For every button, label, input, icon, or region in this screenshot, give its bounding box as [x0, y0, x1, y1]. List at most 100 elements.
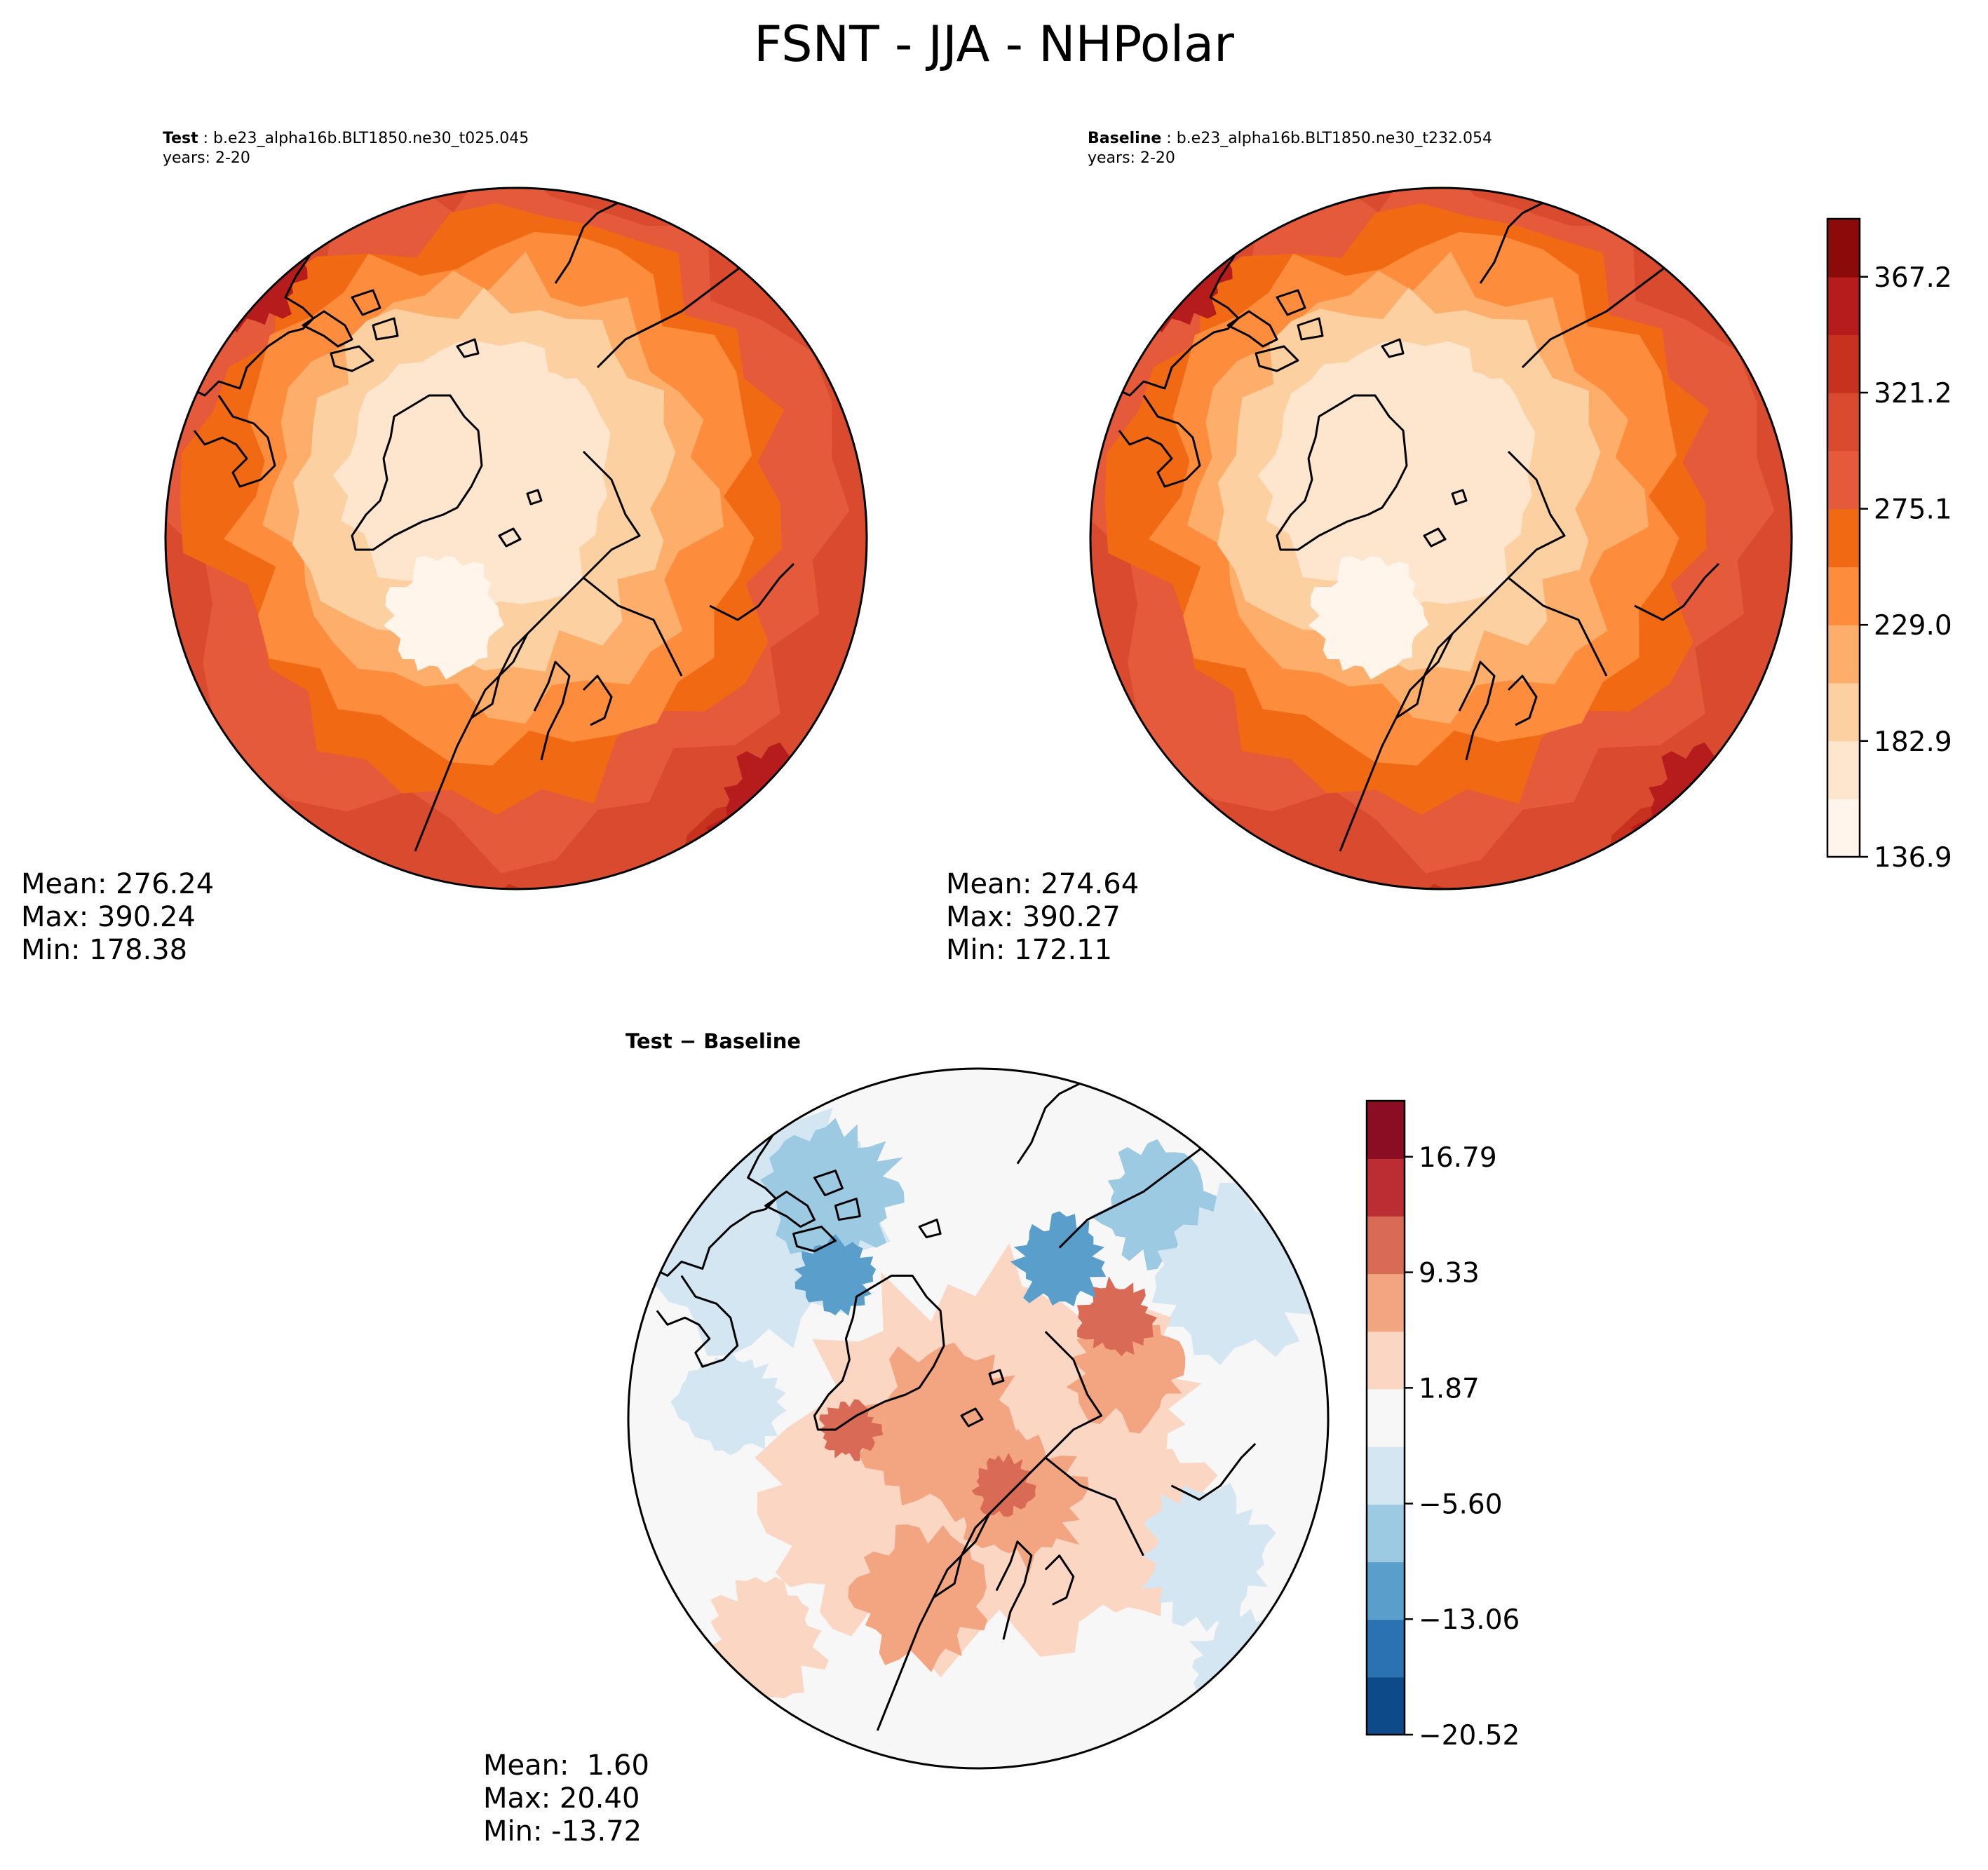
- main-colorbar-segment: [1827, 276, 1860, 336]
- coastline: [1395, 632, 1454, 719]
- coastline: [583, 576, 683, 677]
- diff-max: Max: 20.40: [483, 1782, 640, 1815]
- coastline: [813, 1274, 945, 1431]
- diff-colorbar-frame: [1365, 1099, 1406, 1736]
- map-boundary: [1089, 187, 1793, 890]
- contour-band: [848, 1524, 988, 1672]
- baseline-run: b.e23_alpha16b.BLT1850.ne30_t232.054: [1176, 130, 1492, 147]
- contour-band: [1076, 1276, 1158, 1357]
- main-colorbar: 136.9 182.9 229.0 275.1 321.2 367.2: [1826, 217, 1952, 874]
- diff-colorbar-segment: [1367, 1273, 1405, 1332]
- baseline-stats: Mean: 274.64 Max: 390.27 Min: 172.11: [946, 868, 1139, 967]
- coastline: [302, 289, 399, 372]
- main-colorbar-segment: [1827, 740, 1860, 799]
- diff-stats: Mean: 1.60 Max: 20.40 Min: -13.72: [483, 1749, 649, 1848]
- main-colorbar-segment: [1827, 567, 1860, 625]
- diff-colorbar-segment: [1367, 1676, 1405, 1735]
- coastline: [1634, 562, 1720, 621]
- diff-colorbar-segment: [1367, 1216, 1405, 1275]
- diff-colorbar-segment: [1367, 1446, 1405, 1505]
- main-colorbar-segment: [1827, 799, 1860, 858]
- coastline: [1479, 198, 1551, 284]
- contour-band: [706, 1576, 829, 1699]
- contour-band: [670, 1350, 787, 1456]
- diff-colorbar-tick-label: −13.06: [1419, 1604, 1520, 1636]
- coastline: [582, 675, 613, 726]
- coastline: [533, 660, 571, 761]
- test-max: Max: 390.24: [21, 901, 196, 933]
- coastline: [933, 1512, 991, 1599]
- baseline-label: Baseline: [1088, 130, 1162, 147]
- contour-band: [1010, 1211, 1107, 1307]
- coastline: [1016, 1078, 1088, 1165]
- diff-colorbar: −20.52 −13.06 −5.60 1.87 9.33 16.79: [1365, 1099, 1520, 1752]
- contour-band: [794, 1234, 877, 1316]
- diff-colorbar-segment: [1367, 1331, 1405, 1390]
- coastline: [1170, 1442, 1257, 1501]
- baseline-polar-map: [1089, 187, 1793, 890]
- contour-band: [181, 204, 308, 333]
- coastline: [1118, 395, 1201, 488]
- test-run: b.e23_alpha16b.BLT1850.ne30_t025.045: [213, 130, 529, 147]
- diff-polar-map: [627, 1067, 1330, 1770]
- coastline: [1381, 338, 1468, 548]
- main-colorbar-tick-label: 321.2: [1874, 378, 1952, 409]
- contour-band: [1141, 1482, 1276, 1632]
- coastline: [656, 1275, 739, 1368]
- coastline: [193, 395, 276, 488]
- contour-band: [1106, 204, 1233, 333]
- baseline-min: Min: 172.11: [946, 934, 1113, 966]
- baseline-years: years: 2-20: [1088, 149, 1175, 167]
- diff-colorbar-segment: [1367, 1388, 1405, 1447]
- diff-colorbar-segment: [1367, 1619, 1405, 1678]
- coastline: [995, 1540, 1033, 1640]
- test-label: Test: [163, 130, 198, 147]
- main-colorbar-segment: [1827, 682, 1860, 742]
- contour-band: [383, 555, 504, 679]
- test-polar-map: [164, 187, 868, 890]
- contour-band: [1339, 351, 1529, 535]
- contour-band: [760, 1118, 905, 1264]
- main-colorbar-tick-label: 367.2: [1874, 262, 1952, 294]
- coastline: [1044, 1456, 1144, 1557]
- map-boundary: [627, 1067, 1330, 1770]
- main-colorbar-frame: [1826, 217, 1861, 858]
- test-mean: Mean: 276.24: [21, 868, 215, 900]
- contour-band: [971, 1453, 1036, 1517]
- baseline-mean: Mean: 274.64: [946, 868, 1140, 900]
- main-colorbar-tick-label: 136.9: [1874, 842, 1952, 874]
- diff-colorbar-segment: [1367, 1504, 1405, 1563]
- coastline: [456, 338, 543, 548]
- main-colorbar-tick-label: 182.9: [1874, 726, 1952, 758]
- diff-mean: Mean: 1.60: [483, 1749, 649, 1782]
- main-colorbar-segment: [1827, 450, 1860, 510]
- coastline: [1507, 675, 1538, 726]
- coastline: [1458, 660, 1496, 761]
- main-colorbar-tick-label: 275.1: [1874, 494, 1952, 526]
- diff-colorbar-segment: [1367, 1158, 1405, 1217]
- coastline: [1044, 1554, 1075, 1606]
- test-subtitle: Test : b.e23_alpha16b.BLT1850.ne30_t025.…: [163, 130, 529, 167]
- diff-colorbar-tick-label: −5.60: [1419, 1489, 1503, 1520]
- diff-colorbar-tick-label: −20.52: [1419, 1720, 1520, 1752]
- main-colorbar-segment: [1827, 334, 1860, 393]
- coastline: [918, 1219, 1005, 1428]
- diff-title: Test − Baseline: [626, 1029, 802, 1053]
- map-boundary: [164, 187, 868, 890]
- diff-colorbar-segment: [1367, 1561, 1405, 1620]
- coastline: [471, 632, 529, 719]
- contour-band: [414, 351, 604, 535]
- main-colorbar-segment: [1827, 625, 1860, 684]
- baseline-max: Max: 390.27: [946, 901, 1121, 933]
- test-min: Min: 178.38: [21, 934, 188, 966]
- coastline: [1508, 576, 1608, 677]
- diff-colorbar-segment: [1367, 1101, 1405, 1159]
- contour-band: [819, 1399, 884, 1461]
- coastline: [1226, 289, 1324, 372]
- coastline: [1276, 394, 1408, 551]
- test-stats: Mean: 276.24 Max: 390.24 Min: 178.38: [21, 868, 214, 967]
- diff-min: Min: -13.72: [483, 1815, 642, 1848]
- diff-colorbar-tick-label: 16.79: [1419, 1142, 1497, 1174]
- coastline: [764, 1170, 861, 1252]
- main-colorbar-segment: [1827, 508, 1860, 567]
